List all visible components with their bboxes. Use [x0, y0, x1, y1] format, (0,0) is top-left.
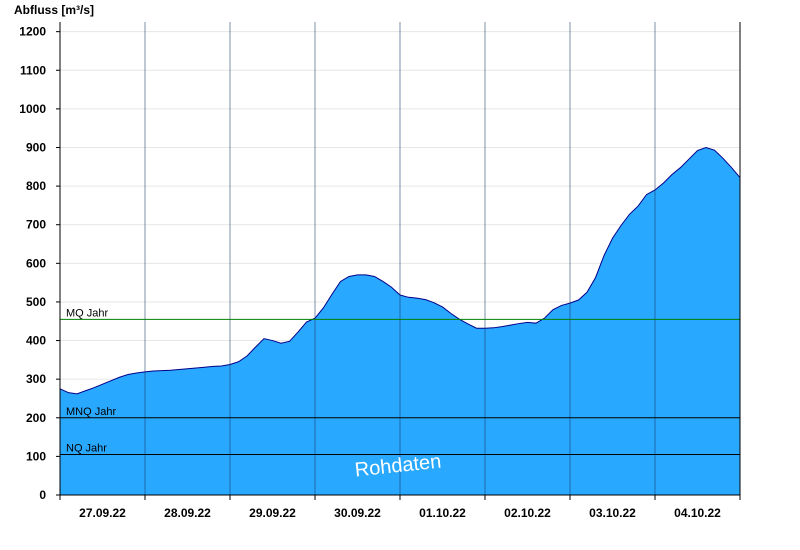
x-tick-label: 30.09.22: [334, 506, 381, 520]
y-tick-label: 1100: [20, 63, 46, 77]
y-tick-label: 700: [26, 218, 46, 232]
reference-lines: MQ Jahr MNQ Jahr NQ Jahr: [60, 307, 740, 455]
x-tick-label: 03.10.22: [589, 506, 636, 520]
y-tick-label: 900: [26, 140, 46, 154]
x-tick-label: 04.10.22: [674, 506, 721, 520]
day-separators: [144, 22, 656, 495]
y-tick-label: 1200: [19, 25, 46, 39]
y-tick-label: 100: [26, 449, 46, 463]
y-tick-label: 800: [26, 179, 46, 193]
y-tick-label: 1000: [19, 102, 46, 116]
x-tick-label: 28.09.22: [164, 506, 211, 520]
y-tick-label: 400: [26, 334, 46, 348]
y-axis-label: Abfluss [m³/s]: [14, 3, 94, 17]
x-tick-label: 02.10.22: [504, 506, 551, 520]
y-tick-label: 0: [39, 488, 46, 502]
x-tick-label: 29.09.22: [249, 506, 296, 520]
y-tick-label: 300: [26, 372, 46, 386]
reference-line-label: MQ Jahr: [66, 307, 109, 319]
x-tick-label: 01.10.22: [419, 506, 466, 520]
y-tick-label: 200: [26, 411, 46, 425]
y-tick-label: 600: [26, 256, 46, 270]
x-tick-label: 27.09.22: [79, 506, 126, 520]
y-tick-label: 500: [26, 295, 46, 309]
reference-line-label: NQ Jahr: [66, 442, 107, 454]
tick-labels: 0 100 200 300 400 500 600 700 800 900 1000 1100 1200…: [19, 25, 741, 520]
reference-line-label: MNQ Jahr: [66, 406, 116, 418]
